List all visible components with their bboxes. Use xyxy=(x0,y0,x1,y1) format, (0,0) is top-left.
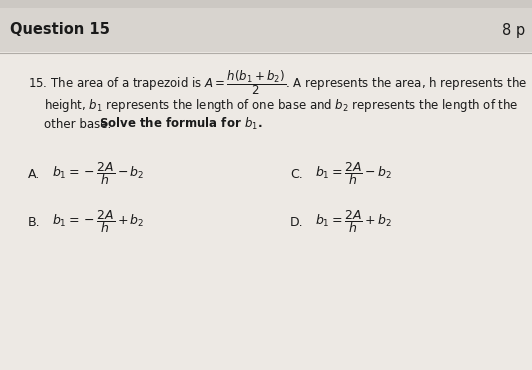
Bar xyxy=(0,52,532,370)
Text: Question 15: Question 15 xyxy=(10,23,110,37)
Text: $b_1 = \dfrac{2A}{h} + b_2$: $b_1 = \dfrac{2A}{h} + b_2$ xyxy=(315,209,392,235)
Text: $b_1 = -\dfrac{2A}{h} + b_2$: $b_1 = -\dfrac{2A}{h} + b_2$ xyxy=(52,209,145,235)
Text: Solve the formula for $b_1$.: Solve the formula for $b_1$. xyxy=(99,116,262,132)
Text: C.: C. xyxy=(290,168,303,181)
Bar xyxy=(0,8,532,52)
Text: other base.: other base. xyxy=(44,118,115,131)
Text: $b_1 = -\dfrac{2A}{h} - b_2$: $b_1 = -\dfrac{2A}{h} - b_2$ xyxy=(52,161,145,188)
Text: 8 p: 8 p xyxy=(502,23,525,37)
Text: height, $b_1$ represents the length of one base and $b_2$ represents the length : height, $b_1$ represents the length of o… xyxy=(44,98,519,114)
Text: 15. The area of a trapezoid is $A = \dfrac{h(b_1+b_2)}{2}$. A represents the are: 15. The area of a trapezoid is $A = \dfr… xyxy=(28,68,527,97)
Text: D.: D. xyxy=(290,215,304,229)
Text: B.: B. xyxy=(28,215,40,229)
Bar xyxy=(0,0,532,8)
Text: A.: A. xyxy=(28,168,40,181)
Text: $b_1 = \dfrac{2A}{h} - b_2$: $b_1 = \dfrac{2A}{h} - b_2$ xyxy=(315,161,392,188)
